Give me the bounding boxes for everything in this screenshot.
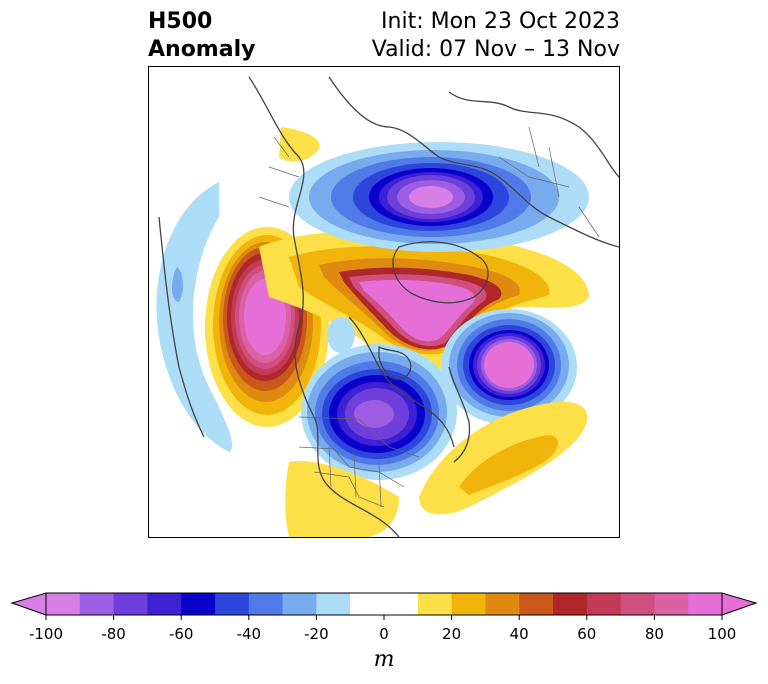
colorbar-segment [485, 593, 520, 615]
colorbar-tick-label: 60 [577, 625, 597, 643]
chart-title-left: H500 Anomaly [148, 8, 255, 64]
country-borders [258, 126, 600, 508]
colorbar-segment [451, 593, 486, 615]
valid-time-label: Valid: 07 Nov – 13 Nov [371, 37, 620, 62]
colorbar-segment [417, 593, 453, 615]
title-variable: H500 [148, 9, 213, 34]
init-time-label: Init: Mon 23 Oct 2023 [381, 9, 620, 34]
colorbar-segment [181, 593, 216, 615]
colorbar-segment [147, 593, 182, 615]
colorbar-segment [248, 593, 284, 615]
colorbar-tick-label: -100 [28, 625, 64, 643]
colorbar-ticks [45, 615, 723, 620]
colorbar-segment [586, 593, 622, 615]
colorbar-extend-max [721, 592, 758, 616]
negative-anomaly-west-arc [156, 182, 233, 452]
colorbar-segment [316, 593, 351, 615]
colorbar-units-label: m [373, 647, 395, 672]
colorbar [10, 592, 758, 620]
colorbar-segment [350, 593, 419, 615]
colorbar-segment [113, 593, 148, 615]
colorbar-tick-label: 80 [644, 625, 664, 643]
colorbar-segment [46, 593, 81, 615]
colorbar-tick-label: -60 [168, 625, 194, 643]
colorbar-segment [553, 593, 588, 615]
positive-anomaly-atlantic-ridge [441, 309, 577, 425]
title-field: Anomaly [148, 37, 256, 62]
colorbar-tick-label: 20 [442, 625, 462, 643]
negative-anomaly-canada-trough [301, 317, 457, 480]
colorbar-segment [654, 593, 689, 615]
colorbar-tick-label: -80 [101, 625, 126, 643]
map-panel [148, 66, 620, 538]
negative-anomaly-polar-low [289, 142, 589, 252]
colorbar-extend-min [10, 592, 47, 616]
anomaly-map [149, 67, 619, 537]
colorbar-tick-label: -40 [236, 625, 262, 643]
colorbar-segment [215, 593, 250, 615]
colorbar-segment [688, 593, 723, 615]
coastlines [158, 76, 619, 537]
colorbar-tick-label: 40 [509, 625, 529, 643]
colorbar-segment [282, 593, 317, 615]
colorbar-segment [620, 593, 655, 615]
colorbar-segments [46, 593, 723, 615]
colorbar-segment [519, 593, 554, 615]
colorbar-tick-label: 100 [707, 625, 737, 643]
positive-anomaly-atlantic-southeast [279, 127, 588, 537]
colorbar-segment [79, 593, 115, 615]
colorbar-tick-label: 0 [379, 625, 389, 643]
colorbar-tick-label: -20 [304, 625, 329, 643]
chart-title-right: Init: Mon 23 Oct 2023 Valid: 07 Nov – 13… [372, 8, 620, 64]
